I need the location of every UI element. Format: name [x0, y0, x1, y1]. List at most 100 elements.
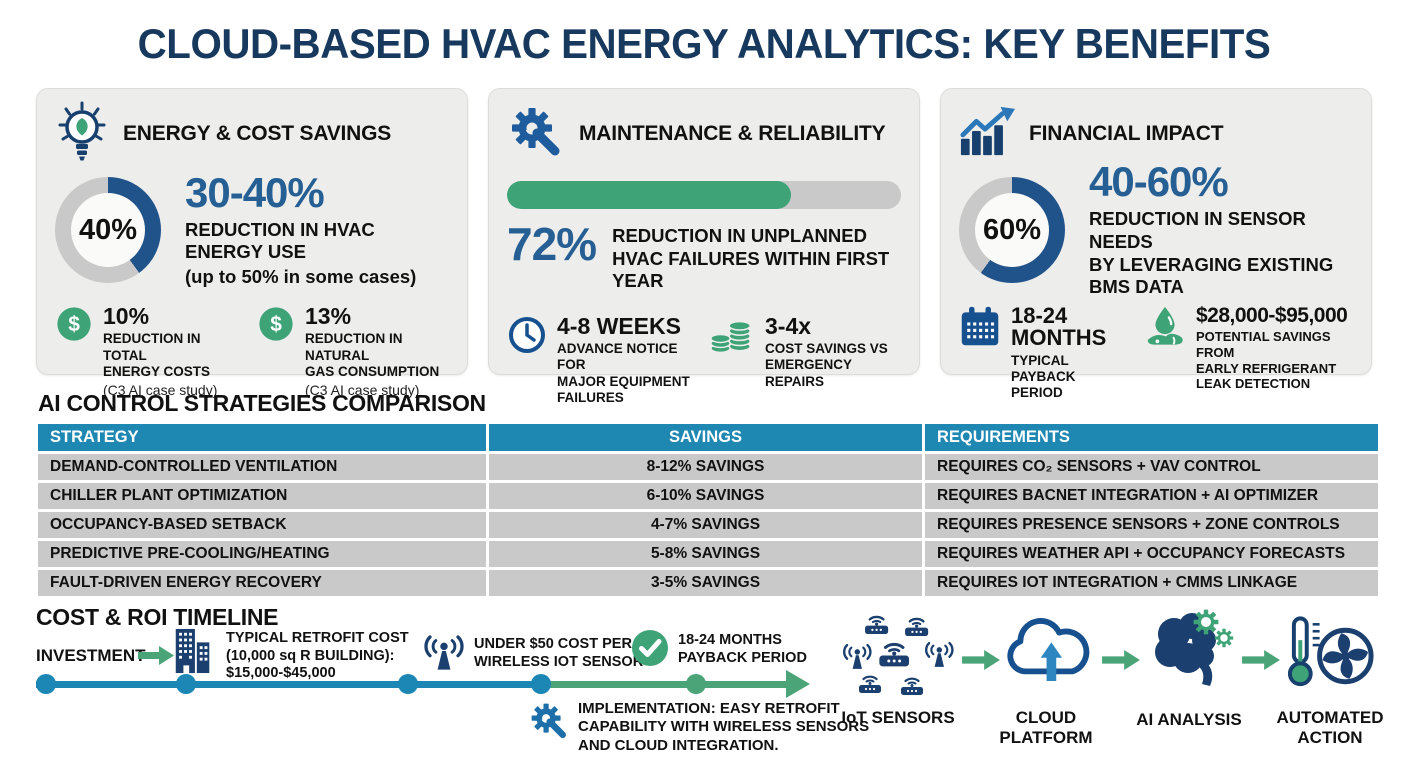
table-cell-requirements: REQUIRES WEATHER API + OCCUPANCY FORECAS…	[925, 541, 1378, 567]
svg-text:$: $	[270, 313, 282, 336]
iot-sensors-icon	[842, 612, 954, 709]
substat-value: 18-24 MONTHS	[1011, 303, 1107, 351]
check-circle-icon	[630, 628, 670, 673]
table-cell-requirements: REQUIRES CO₂ SENSORS + VAV CONTROL	[925, 454, 1378, 480]
timeline-title: COST & ROI TIMELINE	[36, 604, 279, 630]
donut-center-label: 60%	[982, 213, 1042, 246]
substat-value: 10%	[103, 303, 150, 329]
flow-arrow-icon	[1242, 650, 1280, 670]
substat-value: 3-4x	[765, 312, 812, 339]
flow-label-ai-analysis: AI ANALYSIS	[1136, 710, 1242, 729]
card-energy-cost-savings: ENERGY & COST SAVINGS 40% 30-40% REDUCTI…	[36, 88, 468, 398]
table-cell-savings: 4-7% SAVINGS	[489, 512, 922, 538]
substat-gas-consumption: $ 13% REDUCTION IN NATURAL GAS CONSUMPTI…	[257, 303, 449, 399]
table-cell-strategy: DEMAND-CONTROLLED VENTILATION	[38, 454, 486, 480]
substat-desc: REDUCTION IN NATURAL GAS CONSUMPTION	[305, 331, 440, 379]
dollar-circle-icon: $	[55, 305, 93, 399]
investment-arrow-icon	[138, 646, 174, 665]
substat-desc: ADVANCE NOTICE FOR MAJOR EQUIPMENT FAILU…	[557, 341, 690, 405]
substat-payback-period: 18-24 MONTHS TYPICAL PAYBACK PERIOD	[959, 303, 1134, 401]
svg-text:$: $	[68, 313, 80, 336]
milestone-payback: 18-24 MONTHS PAYBACK PERIOD	[678, 632, 807, 666]
brain-gears-icon	[1140, 602, 1238, 707]
table-cell-requirements: REQUIRES BACNET INTEGRATION + AI OPTIMIZ…	[925, 483, 1378, 509]
substat-value: 13%	[305, 303, 352, 329]
progress-bar-fill	[507, 181, 791, 209]
table-cell-savings: 8-12% SAVINGS	[489, 454, 922, 480]
flow-label-iot-sensors: IoT SENSORS	[841, 708, 955, 727]
card-header: MAINTENANCE & RELIABILITY	[507, 103, 901, 165]
substat-desc: TYPICAL PAYBACK PERIOD	[1011, 352, 1076, 401]
table-cell-requirements: REQUIRES PRESENCE SENSORS + ZONE CONTROL…	[925, 512, 1378, 538]
dollar-circle-icon: $	[257, 305, 295, 399]
card-title: FINANCIAL IMPACT	[1029, 122, 1224, 145]
card-main-stat: 72% REDUCTION IN UNPLANNED HVAC FAILURES…	[507, 221, 901, 293]
flow-arrow-icon	[962, 650, 1000, 670]
timeline-bar-blue	[36, 681, 538, 688]
strategy-comparison-table: STRATEGY SAVINGS REQUIREMENTS DEMAND-CON…	[38, 424, 1378, 596]
flow-arrow-icon	[1102, 650, 1140, 670]
headline-stat: 40-60%	[1089, 158, 1229, 206]
headline-stat: 72%	[507, 218, 597, 270]
headline-description: REDUCTION IN UNPLANNED HVAC FAILURES WIT…	[612, 225, 890, 292]
table-cell-savings: 5-8% SAVINGS	[489, 541, 922, 567]
card-substats: 18-24 MONTHS TYPICAL PAYBACK PERIOD	[959, 303, 1353, 401]
column-header-requirements: REQUIREMENTS	[925, 424, 1378, 451]
card-main-stat: 60% 40-60% REDUCTION IN SENSOR NEEDS BY …	[959, 161, 1353, 297]
flow-label-automated-action: AUTOMATED ACTION	[1276, 708, 1384, 748]
substat-value: 4-8 WEEKS	[557, 312, 681, 339]
card-header: ENERGY & COST SAVINGS	[55, 101, 449, 168]
automated-action-icon	[1282, 614, 1376, 701]
table-cell-strategy: PREDICTIVE PRE-COOLING/HEATING	[38, 541, 486, 567]
donut-chart-energy: 40%	[55, 177, 161, 283]
lightbulb-leaf-icon	[55, 101, 109, 168]
calendar-icon	[959, 305, 1001, 401]
headline-stat: 30-40%	[185, 168, 325, 216]
timeline-dot	[36, 674, 56, 694]
substat-note: (C3 AI case study)	[103, 382, 218, 399]
timeline-bar-green	[538, 681, 788, 688]
gear-wrench-icon	[507, 103, 565, 166]
card-maintenance-reliability: MAINTENANCE & RELIABILITY 72% REDUCTION …	[488, 88, 920, 405]
column-header-savings: SAVINGS	[489, 424, 922, 451]
progress-bar-track	[507, 181, 901, 209]
substat-note: (C3 AI case study)	[305, 382, 420, 399]
donut-center-label: 40%	[78, 213, 138, 246]
card-substats: 4-8 WEEKS ADVANCE NOTICE FOR MAJOR EQUIP…	[507, 312, 901, 406]
implementation-gear-wrench-icon	[528, 700, 570, 747]
substat-value: $28,000-$95,000	[1196, 304, 1348, 327]
growth-chart-icon	[959, 106, 1015, 163]
card-title: MAINTENANCE & RELIABILITY	[579, 122, 886, 145]
table-cell-strategy: CHILLER PLANT OPTIMIZATION	[38, 483, 486, 509]
table-cell-requirements: REQUIRES IOT INTEGRATION + CMMS LINKAGE	[925, 570, 1378, 596]
milestone-sensor-cost: UNDER $50 COST PER WIRELESS IOT SENSOR	[474, 636, 644, 670]
refrigerant-leak-icon	[1144, 305, 1186, 401]
page-title: CLOUD-BASED HVAC ENERGY ANALYTICS: KEY B…	[137, 20, 1271, 67]
substat-advance-notice: 4-8 WEEKS ADVANCE NOTICE FOR MAJOR EQUIP…	[507, 312, 699, 406]
substat-energy-costs: $ 10% REDUCTION IN TOTAL ENERGY COSTS (C…	[55, 303, 247, 399]
headline-description: REDUCTION IN SENSOR NEEDS BY LEVERAGING …	[1089, 208, 1334, 298]
card-main-stat: 40% 30-40% REDUCTION IN HVAC ENERGY USE …	[55, 171, 449, 289]
flow-label-cloud-platform: CLOUD PLATFORM	[999, 708, 1093, 748]
substat-desc: POTENTIAL SAVINGS FROM EARLY REFRIGERANT…	[1196, 329, 1337, 392]
donut-chart-sensors: 60%	[959, 177, 1065, 283]
card-substats: $ 10% REDUCTION IN TOTAL ENERGY COSTS (C…	[55, 303, 449, 399]
table-cell-savings: 3-5% SAVINGS	[489, 570, 922, 596]
substat-desc: COST SAVINGS VS EMERGENCY REPAIRS	[765, 341, 888, 389]
timeline-dot	[531, 674, 551, 694]
substat-desc: REDUCTION IN TOTAL ENERGY COSTS	[103, 331, 211, 379]
clock-icon	[507, 315, 547, 406]
timeline-dot	[686, 674, 706, 694]
wireless-sensor-icon	[422, 630, 466, 677]
table-cell-savings: 6-10% SAVINGS	[489, 483, 922, 509]
investment-label: INVESTMENT	[36, 646, 146, 665]
implementation-note: IMPLEMENTATION: EASY RETROFIT CAPABILITY…	[578, 700, 870, 754]
cloud-upload-icon	[1002, 606, 1094, 703]
card-financial-impact: FINANCIAL IMPACT 60% 40-60% REDUCTION IN…	[940, 88, 1372, 400]
timeline-dot	[176, 674, 196, 694]
card-header: FINANCIAL IMPACT	[959, 103, 1353, 165]
substat-cost-savings: 3-4x COST SAVINGS VS EMERGENCY REPAIRS	[709, 312, 901, 406]
building-icon	[170, 626, 216, 681]
timeline-dot	[398, 674, 418, 694]
